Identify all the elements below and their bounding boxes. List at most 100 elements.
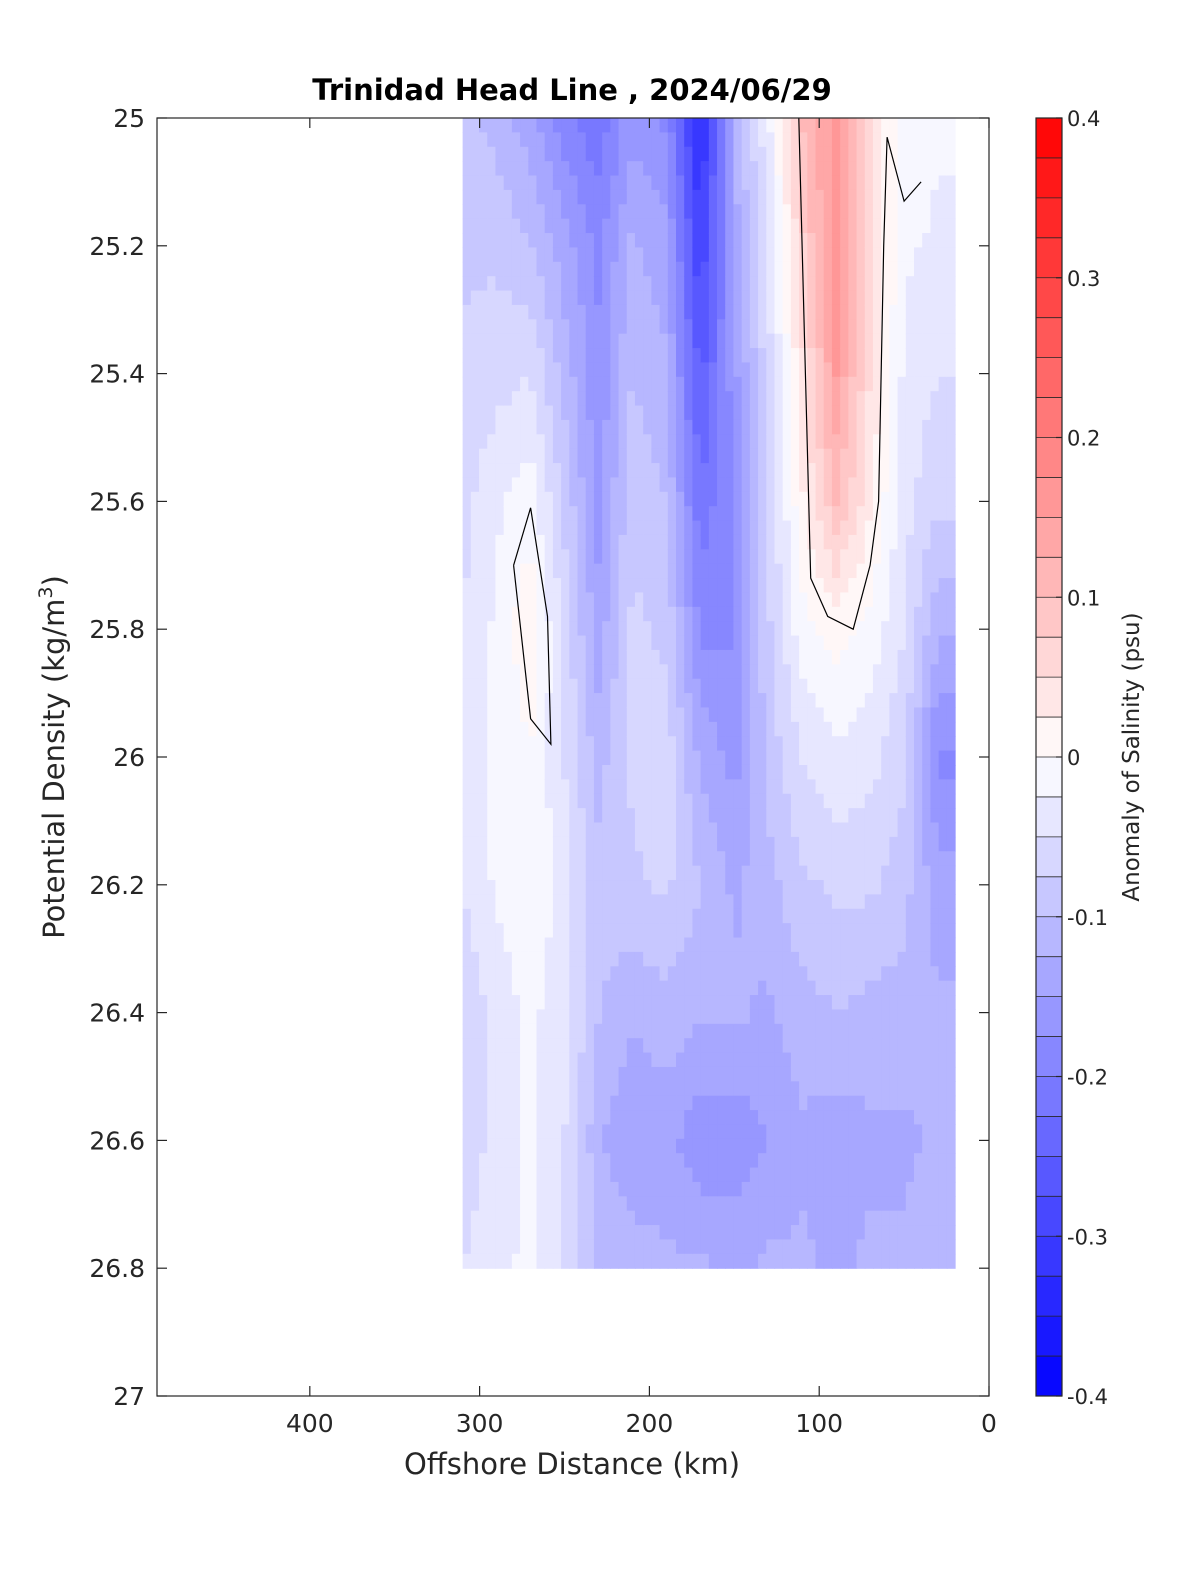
heatmap-cell	[889, 463, 899, 479]
heatmap-cell	[659, 923, 669, 939]
heatmap-cell	[782, 491, 792, 507]
heatmap-cell	[511, 333, 521, 349]
heatmap-cell	[733, 1081, 743, 1097]
heatmap-cell	[856, 333, 866, 349]
heatmap-cell	[487, 578, 497, 594]
heatmap-cell	[840, 1181, 849, 1197]
heatmap-cell	[634, 980, 644, 996]
heatmap-cell	[815, 520, 825, 536]
heatmap-cell	[610, 1023, 620, 1039]
heatmap-cell	[831, 649, 841, 665]
heatmap-cell	[864, 161, 874, 177]
heatmap-cell	[864, 1009, 874, 1025]
heatmap-cell	[692, 635, 702, 651]
heatmap-cell	[585, 1038, 595, 1054]
heatmap-cell	[717, 477, 726, 493]
heatmap-cell	[684, 1167, 694, 1183]
heatmap-cell	[922, 261, 932, 277]
heatmap-cell	[602, 204, 611, 220]
heatmap-cell	[782, 578, 792, 594]
heatmap-cell	[766, 736, 776, 752]
heatmap-cell	[544, 189, 554, 205]
heatmap-cell	[938, 1181, 948, 1197]
heatmap-cell	[733, 247, 743, 263]
heatmap-cell	[520, 1153, 529, 1169]
heatmap-cell	[749, 204, 759, 220]
heatmap-cell	[544, 233, 554, 248]
heatmap-cell	[749, 736, 759, 752]
heatmap-cell	[528, 779, 538, 795]
heatmap-cell	[749, 319, 759, 335]
heatmap-cell	[790, 132, 800, 148]
heatmap-cell	[782, 549, 792, 565]
heatmap-cell	[897, 477, 907, 493]
heatmap-cell	[569, 1225, 579, 1241]
heatmap-cell	[634, 1023, 644, 1039]
heatmap-cell	[561, 189, 570, 205]
heatmap-cell	[799, 793, 808, 809]
heatmap-cell	[823, 247, 833, 263]
heatmap-cell	[938, 707, 948, 723]
heatmap-cell	[544, 736, 554, 752]
heatmap-cell	[692, 333, 702, 349]
heatmap-cell	[733, 793, 743, 809]
heatmap-cell	[758, 822, 767, 838]
heatmap-cell	[626, 189, 636, 205]
heatmap-cell	[585, 592, 595, 608]
heatmap-cell	[733, 693, 743, 709]
heatmap-cell	[585, 635, 595, 651]
heatmap-cell	[758, 750, 767, 766]
heatmap-cell	[717, 491, 726, 507]
heatmap-cell	[774, 448, 784, 464]
heatmap-cell	[544, 118, 554, 133]
heatmap-cell	[520, 118, 529, 133]
heatmap-cell	[692, 664, 702, 680]
heatmap-cell	[585, 1239, 595, 1255]
heatmap-cell	[914, 534, 923, 550]
heatmap-cell	[495, 1052, 505, 1068]
heatmap-cell	[938, 189, 948, 205]
heatmap-cell	[815, 721, 825, 737]
heatmap-cell	[815, 477, 825, 493]
heatmap-cell	[823, 391, 833, 407]
heatmap-cell	[823, 1167, 833, 1183]
heatmap-cell	[544, 721, 554, 737]
heatmap-cell	[651, 721, 661, 737]
heatmap-cell	[897, 779, 907, 795]
heatmap-cell	[848, 419, 858, 435]
heatmap-cell	[856, 534, 866, 550]
heatmap-cell	[511, 1066, 521, 1082]
heatmap-cell	[708, 937, 718, 953]
heatmap-cell	[758, 534, 767, 550]
heatmap-cell	[914, 851, 923, 867]
heatmap-cell	[470, 463, 480, 479]
heatmap-cell	[487, 1181, 497, 1197]
colorbar-ticks: 0.40.30.20.10-0.1-0.2-0.3-0.4	[1056, 107, 1108, 1409]
heatmap-cell	[511, 1167, 521, 1183]
heatmap-cell	[741, 304, 751, 320]
heatmap-cell	[667, 118, 677, 133]
heatmap-cell	[922, 1181, 932, 1197]
heatmap-cell	[733, 434, 743, 450]
heatmap-cell	[946, 1009, 956, 1025]
heatmap-cell	[626, 1138, 636, 1154]
heatmap-cell	[470, 477, 480, 493]
heatmap-cell	[552, 693, 562, 709]
heatmap-cell	[610, 707, 620, 723]
heatmap-cell	[856, 477, 866, 493]
heatmap-cell	[823, 721, 833, 737]
heatmap-cell	[692, 678, 702, 694]
heatmap-cell	[807, 779, 817, 795]
heatmap-cell	[643, 592, 652, 608]
heatmap-cell	[848, 880, 858, 895]
heatmap-cell	[905, 405, 915, 421]
heatmap-cell	[577, 534, 587, 550]
heatmap-cell	[914, 1181, 923, 1197]
heatmap-cell	[462, 118, 472, 133]
y-tick-label: 26.2	[89, 871, 145, 900]
heatmap-cell	[593, 980, 603, 996]
heatmap-cell	[487, 161, 497, 177]
heatmap-cell	[905, 563, 915, 579]
heatmap-cell	[938, 822, 948, 838]
heatmap-cell	[602, 1124, 611, 1140]
